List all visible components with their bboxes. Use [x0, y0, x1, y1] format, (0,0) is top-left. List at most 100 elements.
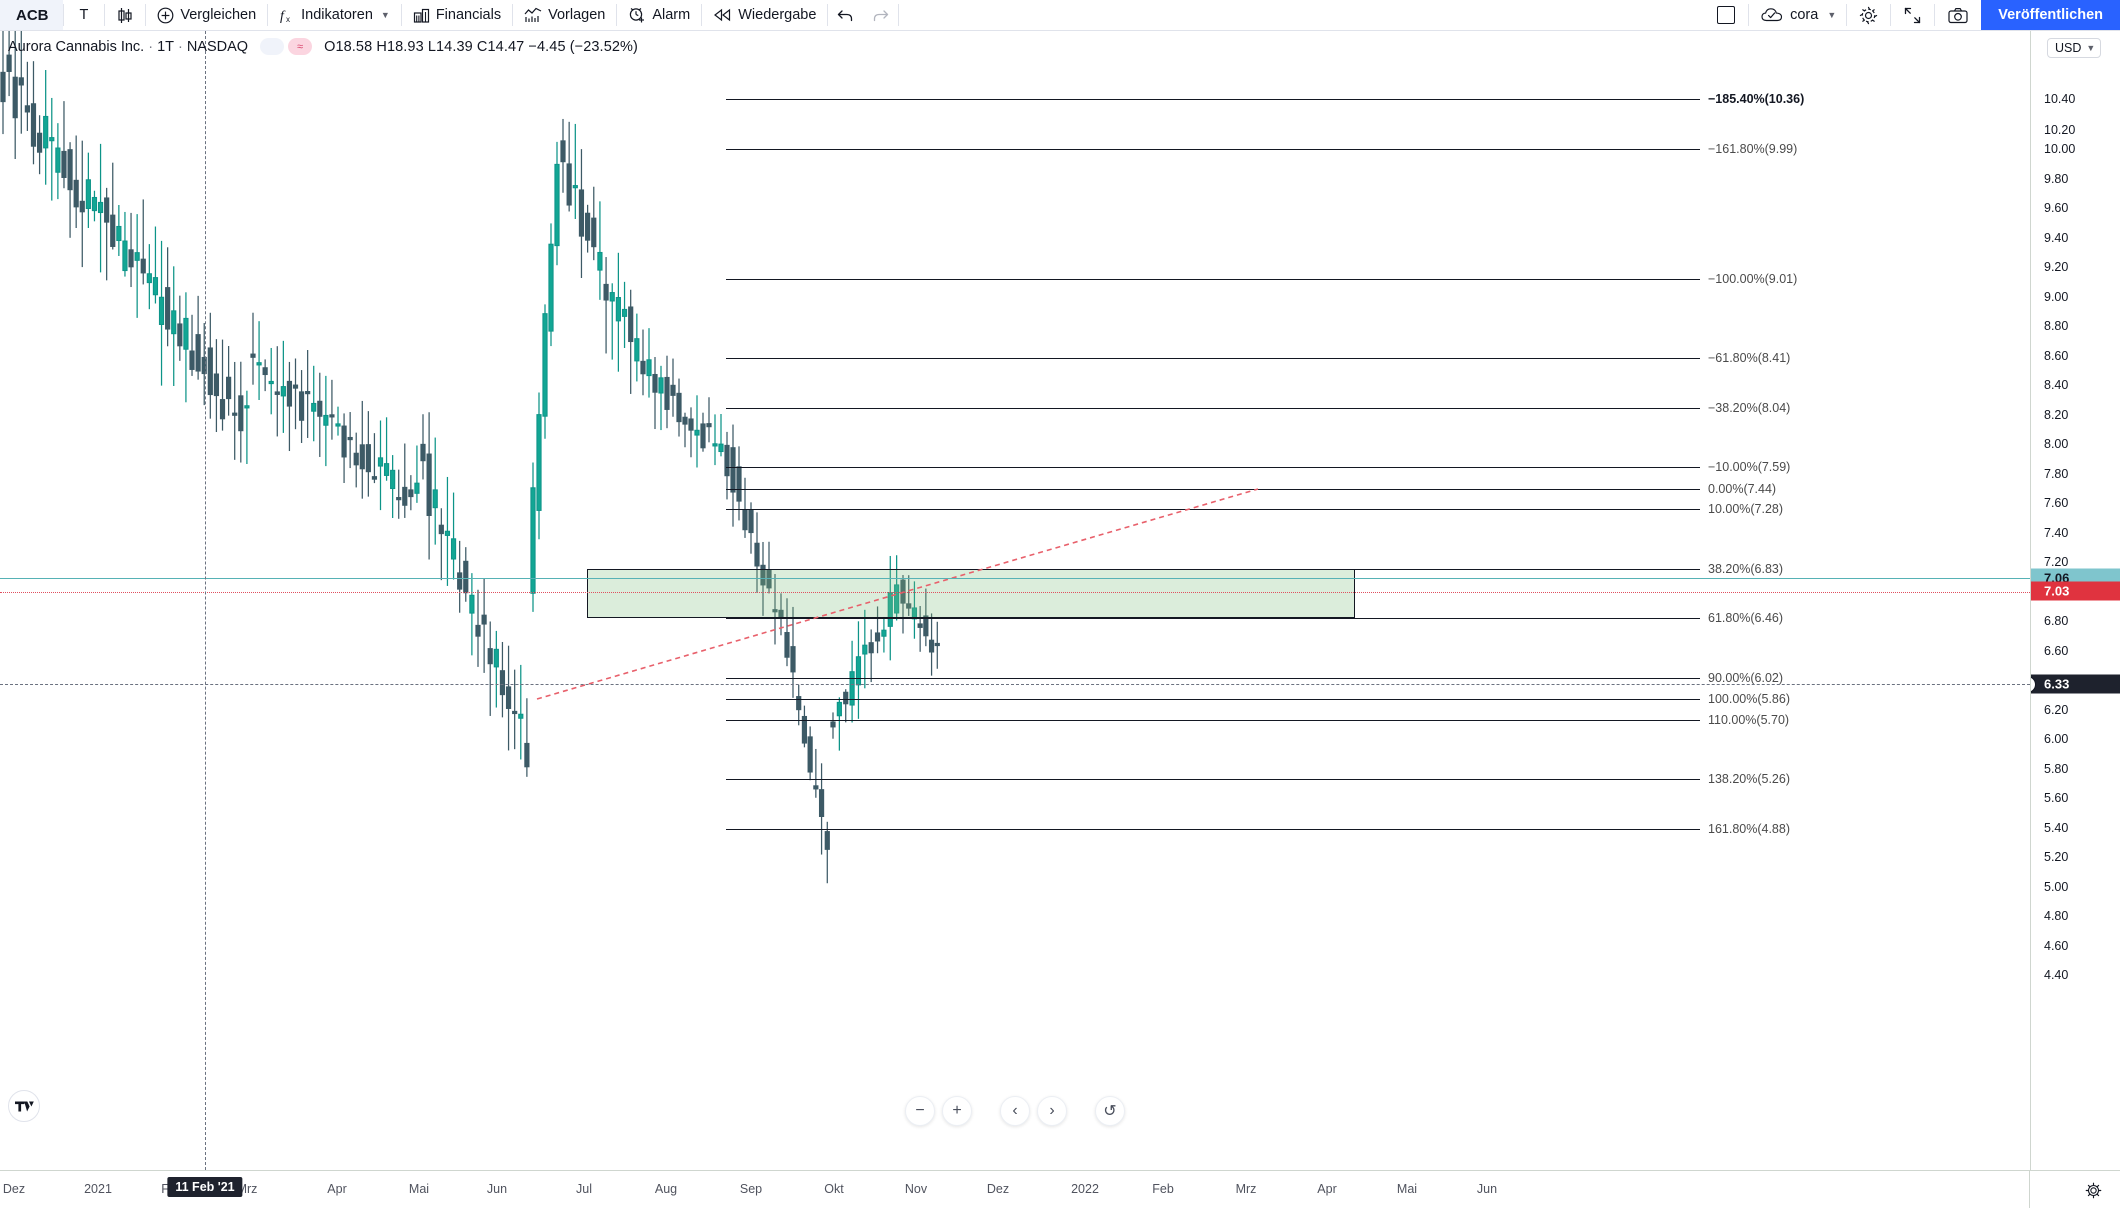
- price-badge-red[interactable]: 7.03: [2031, 581, 2120, 601]
- time-axis-tick: Dez: [986, 1182, 1010, 1196]
- fibonacci-level-line[interactable]: [726, 279, 1700, 280]
- fibonacci-level-label: 100.00%(5.86): [1708, 692, 1791, 706]
- price-axis-tick: 8.80: [2044, 319, 2069, 333]
- time-axis-settings-button[interactable]: [2085, 1182, 2102, 1204]
- toolbar-divider: [827, 4, 829, 26]
- chart-settings-button[interactable]: [1847, 0, 1890, 30]
- publish-button[interactable]: Veröffentlichen: [1981, 0, 2120, 30]
- price-axis-tick-mark: [2030, 297, 2031, 298]
- svg-text:x: x: [286, 15, 290, 24]
- price-axis-tick: 8.40: [2044, 378, 2069, 392]
- function-icon: f x: [279, 7, 295, 24]
- price-badge-dark[interactable]: +6.33: [2031, 674, 2120, 694]
- replay-button[interactable]: Wiedergabe: [702, 0, 827, 30]
- fibonacci-level-line[interactable]: [726, 678, 1700, 679]
- crosshair-horizontal-line: [0, 684, 2030, 685]
- time-axis-tick: Nov: [904, 1182, 928, 1196]
- chart-type-button[interactable]: [105, 0, 145, 30]
- tradingview-logo-button[interactable]: [8, 1090, 40, 1122]
- fibonacci-level-label: 110.00%(5.70): [1708, 713, 1790, 727]
- fibonacci-level-line[interactable]: [726, 618, 1700, 619]
- toolbar-divider: [62, 4, 64, 26]
- fibonacci-level-line[interactable]: [726, 99, 1700, 100]
- alert-button[interactable]: Alarm: [617, 0, 701, 30]
- fibonacci-level-label: 61.80%(6.46): [1708, 611, 1784, 625]
- fibonacci-level-label: −61.80%(8.41): [1708, 351, 1791, 365]
- financials-button[interactable]: Financials: [402, 0, 512, 30]
- price-badge-label: 7.03: [2044, 583, 2070, 599]
- snapshot-button[interactable]: [1935, 0, 1981, 30]
- toolbar-right-group: cora ▼: [1704, 0, 2120, 30]
- price-axis-tick: 6.20: [2044, 703, 2069, 717]
- time-axis-tick: Okt: [824, 1182, 844, 1196]
- time-axis-tick: Jun: [486, 1182, 508, 1196]
- scroll-right-button[interactable]: ›: [1037, 1096, 1067, 1126]
- price-axis-tick: 10.00: [2044, 142, 2076, 156]
- zoom-in-button[interactable]: +: [942, 1096, 972, 1126]
- crosshair-vertical-line: [205, 31, 206, 1170]
- undo-button[interactable]: [828, 0, 863, 30]
- reset-chart-button[interactable]: ↺: [1095, 1096, 1125, 1126]
- price-axis-tick: 9.60: [2044, 201, 2069, 215]
- publish-label: Veröffentlichen: [1998, 7, 2103, 23]
- zoom-out-button[interactable]: −: [905, 1096, 935, 1126]
- cloud-check-icon: [1761, 7, 1783, 23]
- price-axis-tick: 4.60: [2044, 939, 2069, 953]
- tradingview-logo-icon: [14, 1101, 34, 1111]
- fibonacci-level-line[interactable]: [726, 829, 1700, 830]
- fibonacci-level-line[interactable]: [726, 779, 1700, 780]
- toolbar-divider: [1846, 4, 1848, 26]
- templates-chart-icon: [524, 7, 542, 24]
- add-alert-icon[interactable]: +: [2031, 675, 2036, 693]
- price-axis-tick: 8.00: [2044, 437, 2069, 451]
- fibonacci-level-label: −100.00%(9.01): [1708, 272, 1798, 286]
- scroll-left-label: ‹: [1012, 1102, 1018, 1119]
- toolbar-divider: [616, 4, 618, 26]
- time-axis-active-date-badge[interactable]: 11 Feb '21: [167, 1177, 243, 1197]
- time-axis-tick: Sep: [739, 1182, 763, 1196]
- price-axis-tick: 7.80: [2044, 467, 2069, 481]
- fibonacci-level-line[interactable]: [726, 509, 1700, 510]
- chart-canvas[interactable]: −185.40%(10.36) −161.80%(9.99) −100.00%(9.…: [0, 31, 2030, 1170]
- fibonacci-level-line[interactable]: [726, 149, 1700, 150]
- fibonacci-zone-highlight[interactable]: [587, 569, 1355, 618]
- time-axis-tick: 2022: [1071, 1182, 1099, 1196]
- toolbar-divider: [1748, 4, 1750, 26]
- indicators-button[interactable]: f x Indikatoren ▼: [268, 0, 401, 30]
- fibonacci-level-line[interactable]: [726, 408, 1700, 409]
- fibonacci-level-line[interactable]: [726, 489, 1700, 490]
- redo-button[interactable]: [863, 0, 898, 30]
- interval-text-button[interactable]: T: [64, 0, 105, 30]
- fibonacci-level-line[interactable]: [726, 467, 1700, 468]
- fullscreen-button[interactable]: [1891, 0, 1934, 30]
- price-axis-tick: 5.80: [2044, 762, 2069, 776]
- layout-button[interactable]: [1704, 0, 1748, 30]
- time-axis-tick: 2021: [84, 1182, 112, 1196]
- compare-button[interactable]: Vergleichen: [146, 0, 267, 30]
- toolbar-divider: [1934, 4, 1936, 26]
- time-axis[interactable]: Dez 2021 Feb Mrz Apr Mai Jun Jul Aug Sep Okt Nov Dez…: [0, 1170, 2120, 1208]
- fibonacci-level-label: −38.20%(8.04): [1708, 401, 1791, 415]
- fibonacci-level-line[interactable]: [726, 720, 1700, 721]
- interval-label: T: [79, 7, 89, 23]
- fibonacci-level-line[interactable]: [726, 699, 1700, 700]
- price-axis-tick: 6.80: [2044, 614, 2069, 628]
- saved-layout-button[interactable]: cora ▼: [1749, 0, 1846, 30]
- time-axis-divider: [2029, 1171, 2030, 1208]
- time-axis-tick: Jul: [576, 1182, 592, 1196]
- price-axis-tick: 10.40: [2044, 92, 2076, 106]
- time-axis-tick: Mai: [408, 1182, 430, 1196]
- fibonacci-level-line[interactable]: [726, 358, 1700, 359]
- toolbar-divider: [898, 4, 900, 26]
- time-axis-tick: Mrz: [1235, 1182, 1257, 1196]
- scroll-left-button[interactable]: ‹: [1000, 1096, 1030, 1126]
- symbol-label: ACB: [16, 6, 49, 24]
- single-layout-icon: [1717, 6, 1736, 24]
- price-axis-tick: 8.20: [2044, 408, 2069, 422]
- templates-button[interactable]: Vorlagen: [513, 0, 616, 30]
- symbol-search-button[interactable]: ACB: [0, 0, 63, 30]
- price-badge-label: 6.33: [2044, 676, 2070, 692]
- currency-selector[interactable]: USD ▼: [2047, 38, 2102, 58]
- toolbar-divider: [701, 4, 703, 26]
- price-axis[interactable]: USD ▼ 10.40 10.20 10.00 9.80 9.60 9.40 9.20 9.0…: [2030, 31, 2120, 1170]
